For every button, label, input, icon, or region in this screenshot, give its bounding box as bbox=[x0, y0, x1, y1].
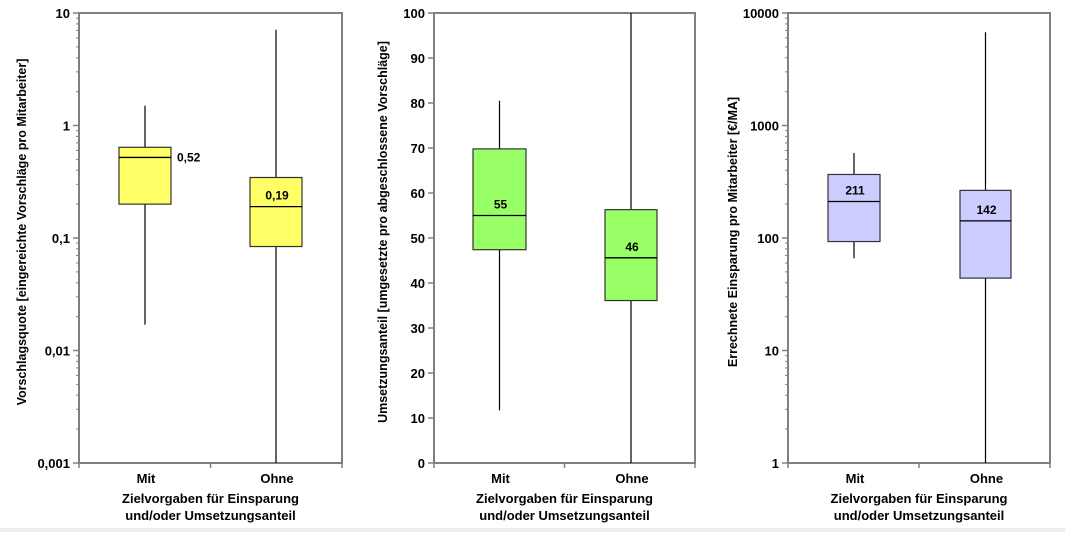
chart-1: 10 1 0,1 0,01 0,001 Mit Ohne Zielvorgaben für E… bbox=[15, 6, 343, 523]
y-tick-label: 0,01 bbox=[45, 344, 70, 359]
y-tick-label: 20 bbox=[411, 366, 425, 381]
median-label: 46 bbox=[625, 240, 639, 254]
y-tick-label: 1000 bbox=[750, 119, 779, 134]
x-axis-title: Zielvorgaben für Einsparung bbox=[476, 491, 653, 506]
y-tick-label: 10 bbox=[765, 344, 779, 359]
x-axis-title: und/oder Umsetzungsanteil bbox=[479, 508, 649, 523]
y-tick-label: 0 bbox=[418, 456, 425, 471]
y-axis-title: Vorschlagsquote [eingereichte Vorschläge… bbox=[15, 59, 29, 406]
median-label: 0,19 bbox=[265, 189, 289, 203]
median-label: 211 bbox=[845, 184, 865, 198]
y-tick-label: 60 bbox=[411, 186, 425, 201]
y-tick-label: 0,1 bbox=[52, 231, 70, 246]
y-tick-label: 1 bbox=[772, 456, 779, 471]
y-tick-label: 100 bbox=[757, 231, 779, 246]
x-category-label: Mit bbox=[491, 471, 510, 486]
box-mit: 0,52 bbox=[118, 105, 201, 325]
iqr-box bbox=[827, 173, 881, 243]
chart-3: 10000 1000 100 10 1 Mit Ohne Zielvorgaben für E… bbox=[726, 6, 1051, 523]
iqr-box bbox=[472, 148, 527, 251]
median-label: 0,52 bbox=[177, 150, 201, 164]
y-tick-label: 10 bbox=[56, 6, 70, 21]
iqr-box bbox=[959, 189, 1012, 279]
box-mit: 55 bbox=[472, 100, 527, 411]
y-tick-label: 70 bbox=[411, 141, 425, 156]
x-category-label: Mit bbox=[137, 471, 156, 486]
x-axis-title: Zielvorgaben für Einsparung bbox=[122, 491, 299, 506]
y-tick-label: 1 bbox=[63, 119, 70, 134]
y-tick-label: 10000 bbox=[743, 6, 779, 21]
iqr-box bbox=[118, 146, 172, 205]
y-tick-label: 10 bbox=[411, 411, 425, 426]
x-category-label: Mit bbox=[846, 471, 865, 486]
box-mit: 211 bbox=[827, 153, 881, 259]
y-tick-label: 100 bbox=[403, 6, 425, 21]
x-axis-title: Zielvorgaben für Einsparung bbox=[831, 491, 1008, 506]
x-category-label: Ohne bbox=[260, 471, 293, 486]
y-tick-label: 50 bbox=[411, 231, 425, 246]
x-axis-title: und/oder Umsetzungsanteil bbox=[125, 508, 295, 523]
y-tick-label: 80 bbox=[411, 96, 425, 111]
x-axis-title: und/oder Umsetzungsanteil bbox=[834, 508, 1004, 523]
x-category-label: Ohne bbox=[615, 471, 648, 486]
y-axis-title: Umsetzungsanteil [umgesetzte pro abgesch… bbox=[376, 41, 390, 423]
bottom-strip bbox=[0, 528, 1065, 532]
y-tick-label: 90 bbox=[411, 51, 425, 66]
median-label: 142 bbox=[976, 203, 996, 217]
box-ohne: 142 bbox=[959, 32, 1012, 463]
y-tick-label: 40 bbox=[411, 276, 425, 291]
y-tick-label: 30 bbox=[411, 321, 425, 336]
box-ohne: 0,19 bbox=[249, 29, 303, 463]
y-tick-label: 0,001 bbox=[37, 456, 70, 471]
x-category-label: Ohne bbox=[970, 471, 1003, 486]
iqr-box bbox=[249, 176, 303, 248]
iqr-box bbox=[604, 209, 658, 302]
median-label: 55 bbox=[494, 198, 508, 212]
y-axis-title: Errechnete Einsparung pro Mitarbeiter [€… bbox=[726, 97, 740, 367]
box-ohne: 46 bbox=[604, 13, 658, 463]
